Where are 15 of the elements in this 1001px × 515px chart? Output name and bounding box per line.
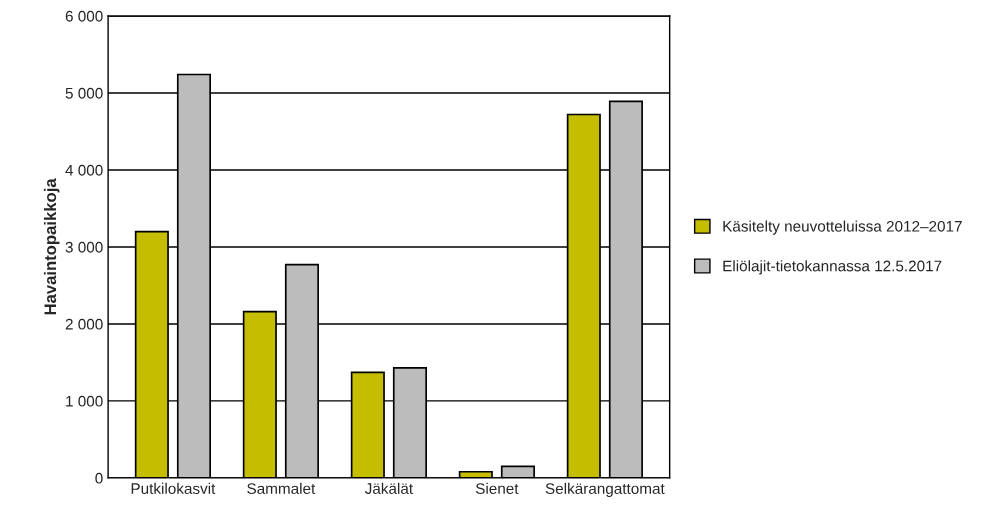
y-tick-label: 0 — [95, 472, 103, 484]
y-tick-label: 6 000 — [65, 10, 103, 22]
x-tick-label: Selkärangattomat — [545, 482, 665, 498]
x-tick-label: Sienet — [475, 482, 519, 494]
x-tick-label: Jäkälät — [364, 482, 413, 494]
x-tick-label: Putkilokasvit — [131, 482, 216, 494]
y-axis-title: Havaintopaikkoja — [43, 178, 60, 315]
x-tick-label: Sammalet — [247, 482, 316, 494]
legend-label: Käsitelty neuvotteluissa 2012–2017 — [723, 220, 962, 235]
y-tick-label: 5 000 — [65, 87, 103, 99]
y-tick-label: 3 000 — [65, 241, 103, 253]
y-tick-label: 2 000 — [65, 318, 103, 330]
y-tick-label: 1 000 — [66, 395, 103, 407]
legend-label: Eliölajit-tietokannassa 12.5.2017 — [723, 260, 942, 275]
y-tick-label: 4 000 — [65, 164, 103, 176]
